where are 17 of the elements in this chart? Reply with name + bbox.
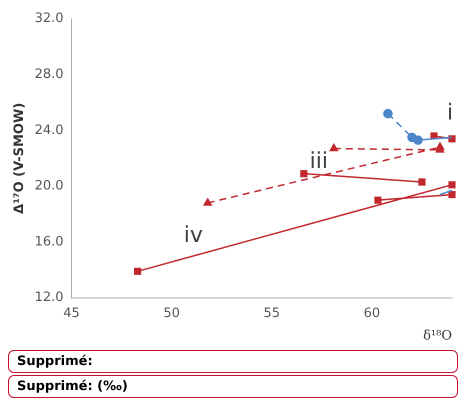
text: Supprimé: (‰) <box>8 375 458 398</box>
y-tick-label: 16.0 <box>34 234 64 250</box>
x-tick-label: 60 <box>364 306 380 321</box>
y-axis-title: Δ¹⁷O (V-SMOW) <box>12 102 28 214</box>
y-tick-label: 12.0 <box>34 290 64 306</box>
y-tick-label: 28.0 <box>34 66 64 82</box>
annotation: iii <box>310 149 328 174</box>
x-tick-label: 50 <box>163 306 180 321</box>
y-tick-label: 32.0 <box>34 11 64 26</box>
x-tick-label: 45 <box>63 306 80 321</box>
annotation: i <box>447 100 454 126</box>
x-axis-title: δ¹⁸O <box>423 328 452 344</box>
x-tick-label: 55 <box>264 306 280 321</box>
y-tick-label: 24.0 <box>34 122 64 138</box>
y-tick-label: 20.0 <box>34 178 64 194</box>
annotation: iv <box>184 223 203 248</box>
text: Supprimé: <box>8 350 458 373</box>
